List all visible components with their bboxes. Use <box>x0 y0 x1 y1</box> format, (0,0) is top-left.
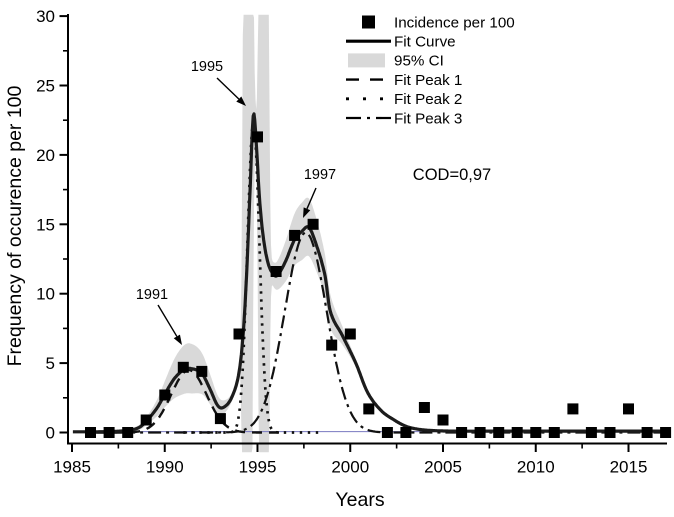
data-point-square <box>103 427 115 438</box>
data-point-square <box>140 414 152 426</box>
legend-label: Incidence per 100 <box>394 14 515 31</box>
fit-curve-line <box>72 112 669 434</box>
legend-item-fit-curve: Fit Curve <box>346 34 456 51</box>
y-tick-label: 10 <box>36 285 55 304</box>
data-point-square <box>196 365 208 377</box>
data-point-square <box>585 427 597 438</box>
legend-label: 95% CI <box>394 53 444 70</box>
y-tick-label: 20 <box>36 146 55 165</box>
annotation-text: 1997 <box>304 167 336 183</box>
data-point-square <box>307 218 319 230</box>
legend-label: Fit Peak 3 <box>394 110 462 127</box>
annotation-arrow-line <box>216 77 240 100</box>
x-axis-title: Years <box>335 489 384 511</box>
data-point-square <box>511 427 523 438</box>
y-tick-label: 15 <box>36 215 55 234</box>
annotation-arrow-line <box>157 304 178 337</box>
legend-item-fit-peak-1: Fit Peak 1 <box>346 72 462 89</box>
y-tick-label: 5 <box>46 354 55 373</box>
annotation-text: COD=0,97 <box>413 166 491 184</box>
data-point-square <box>437 414 449 426</box>
x-tick-label: 1985 <box>53 458 91 477</box>
legend-label: Fit Peak 2 <box>394 91 462 108</box>
data-point-square <box>493 427 505 438</box>
y-axis-title: Frequency of occurence per 100 <box>4 85 26 366</box>
legend-item-fit-peak-3: Fit Peak 3 <box>346 110 462 127</box>
data-point-square <box>270 266 282 277</box>
annotation-cod-0-97: COD=0,97 <box>413 166 491 184</box>
data-point-square <box>85 427 96 438</box>
data-point-square <box>344 328 356 340</box>
annotation-1997: 1997 <box>303 167 336 218</box>
data-point-square <box>456 427 468 438</box>
y-tick-label: 0 <box>46 424 55 443</box>
data-point-square <box>381 427 393 438</box>
data-point-square <box>567 403 579 415</box>
legend-item-95-ci: 95% CI <box>348 53 444 70</box>
annotation-arrow-line <box>306 187 317 210</box>
x-tick-label: 1995 <box>239 458 277 477</box>
data-point-square <box>604 427 616 438</box>
x-tick-label: 1990 <box>146 458 184 477</box>
legend-item-fit-peak-2: Fit Peak 2 <box>346 91 462 108</box>
data-point-square <box>660 427 672 438</box>
legend-label: Fit Curve <box>394 34 456 51</box>
data-point-square <box>400 427 412 438</box>
y-tick-label: 30 <box>36 7 55 26</box>
legend-label: Fit Peak 1 <box>394 72 462 89</box>
annotation-arrowhead <box>236 96 246 106</box>
x-tick-label: 2015 <box>610 458 648 477</box>
data-point-square <box>289 229 301 241</box>
data-point-square <box>641 427 653 438</box>
legend-square-marker <box>362 15 375 29</box>
data-point-square <box>122 427 134 438</box>
data-point-square <box>548 427 560 438</box>
data-point-square <box>214 413 226 425</box>
data-point-square <box>474 427 486 438</box>
fit-peak-3-curve <box>96 231 668 434</box>
annotation-text: 1995 <box>191 59 223 75</box>
data-point-square <box>326 339 338 351</box>
annotation-1995: 1995 <box>191 59 246 106</box>
x-tick-label: 2000 <box>331 458 369 477</box>
x-tick-label: 2010 <box>517 458 555 477</box>
legend-item-incidence-per-100: Incidence per 100 <box>362 14 515 31</box>
annotation-1991: 1991 <box>136 287 182 345</box>
data-point-square <box>233 328 245 340</box>
data-point-square <box>530 427 542 438</box>
x-tick-label: 2005 <box>424 458 462 477</box>
annotation-arrowhead <box>173 334 182 345</box>
legend-ci-swatch <box>348 53 385 68</box>
data-point-square <box>252 131 263 143</box>
y-tick-label: 25 <box>36 77 55 96</box>
fit-peak-1-curve <box>96 368 286 434</box>
data-point-square <box>177 361 189 373</box>
annotation-text: 1991 <box>136 287 168 303</box>
data-point-square <box>363 403 375 415</box>
data-point-square <box>418 402 430 413</box>
annotation-arrowhead <box>303 207 311 218</box>
data-point-square <box>159 389 171 401</box>
data-point-square <box>623 403 634 415</box>
